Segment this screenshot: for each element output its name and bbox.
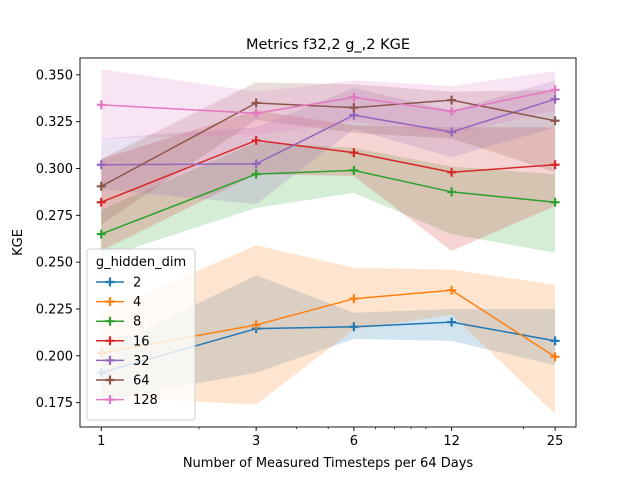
- point-series-8-2: [349, 165, 359, 175]
- point-series-16-4: [550, 160, 560, 170]
- x-tick-label-2: 6: [350, 434, 358, 449]
- legend: g_hidden_dim 2 4 8 16 32 64 128: [86, 248, 196, 421]
- chart-title: Metrics f32,2 g_,2 KGE: [246, 37, 410, 53]
- legend-label-4: 4: [133, 295, 141, 310]
- y-tick-label-7: 0.350: [36, 68, 73, 83]
- point-series-2-4: [550, 336, 560, 346]
- legend-marker-32: [105, 355, 115, 365]
- legend-box: [86, 248, 196, 421]
- legend-label-8: 8: [133, 315, 141, 330]
- point-series-64-3: [447, 95, 457, 105]
- y-tick-label-6: 0.325: [36, 115, 73, 130]
- point-series-64-2: [349, 103, 359, 113]
- legend-marker-8: [105, 316, 115, 326]
- y-tick-label-5: 0.300: [36, 162, 73, 177]
- band-series-64: [101, 82, 556, 225]
- y-tick-label-1: 0.200: [36, 349, 73, 364]
- point-series-4-1: [251, 320, 261, 330]
- band-series-8: [101, 142, 556, 259]
- band-series-4: [101, 245, 556, 414]
- y-tick-label-0: 0.175: [36, 396, 73, 411]
- band-series-2: [101, 275, 556, 401]
- point-series-128-4: [550, 85, 560, 95]
- point-series-4-4: [550, 352, 560, 362]
- point-series-4-3: [447, 285, 457, 295]
- point-series-16-3: [447, 167, 457, 177]
- band-series-128: [101, 69, 556, 139]
- y-tick-label-2: 0.225: [36, 302, 73, 317]
- point-series-2-2: [349, 322, 359, 332]
- band-series-16: [101, 110, 556, 251]
- point-series-128-2: [349, 92, 359, 102]
- point-series-16-0: [96, 197, 106, 207]
- point-series-16-1: [251, 135, 261, 145]
- legend-label-64: 64: [133, 374, 150, 389]
- y-tick-label-4: 0.275: [36, 209, 73, 224]
- legend-marker-64: [105, 375, 115, 385]
- x-axis-label: Number of Measured Timesteps per 64 Days: [183, 456, 474, 471]
- legend-title: g_hidden_dim: [96, 255, 186, 270]
- x-tick-label-4: 25: [547, 434, 564, 449]
- point-series-32-3: [447, 127, 457, 137]
- point-series-32-0: [96, 160, 106, 170]
- axes: 0.175 0.200 0.225 0.250 0.275 0.300 0.325 0.350…: [36, 57, 577, 449]
- point-series-8-3: [447, 187, 457, 197]
- point-series-64-1: [251, 98, 261, 108]
- point-series-64-0: [96, 181, 106, 191]
- point-series-128-0: [96, 100, 106, 110]
- x-tick-label-3: 12: [443, 434, 460, 449]
- x-tick-label-0: 1: [97, 434, 105, 449]
- legend-label-32: 32: [133, 354, 150, 369]
- y-axis-label: KGE: [11, 229, 26, 256]
- point-series-16-2: [349, 148, 359, 158]
- x-tick-label-1: 3: [252, 434, 260, 449]
- point-series-8-0: [96, 229, 106, 239]
- point-series-64-4: [550, 116, 560, 126]
- confidence-bands: [101, 69, 556, 414]
- y-tick-label-3: 0.250: [36, 256, 73, 271]
- point-series-32-1: [251, 159, 261, 169]
- band-series-32: [101, 80, 556, 205]
- point-series-128-3: [447, 106, 457, 116]
- point-series-128-1: [251, 108, 261, 118]
- point-series-8-1: [251, 169, 261, 179]
- legend-marker-2: [105, 277, 115, 287]
- legend-marker-4: [105, 297, 115, 307]
- point-series-8-4: [550, 197, 560, 207]
- legend-marker-16: [105, 336, 115, 346]
- point-series-4-2: [349, 294, 359, 304]
- point-series-32-4: [550, 94, 560, 104]
- point-series-2-3: [447, 317, 457, 327]
- legend-label-2: 2: [133, 276, 141, 291]
- legend-marker-128: [105, 395, 115, 405]
- legend-label-16: 16: [133, 334, 150, 349]
- legend-label-128: 128: [133, 393, 158, 408]
